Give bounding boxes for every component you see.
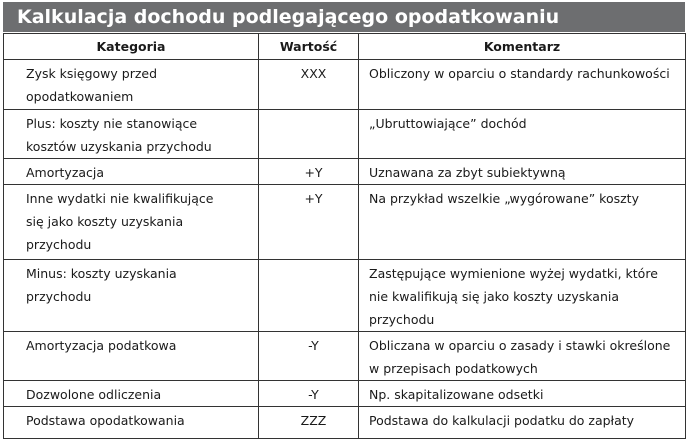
- table-row: Plus: koszty nie stanowiące kosztów uzys…: [3, 109, 686, 159]
- table-cell: Dozwolone odliczenia: [3, 380, 259, 407]
- table-row: Amortyzacja +Y Uznawana za zbyt subiektywn…: [3, 158, 686, 185]
- table-cell: +Y: [258, 184, 359, 260]
- table-cell: Na przykład wszelkie „wygórowane” koszty: [358, 184, 686, 260]
- table-cell: +Y: [258, 158, 359, 185]
- table-cell: Zastępujące wymienione wyżej wydatki, kt…: [358, 259, 686, 332]
- table-cell: Amortyzacja podatkowa: [3, 331, 259, 381]
- table-cell: [258, 259, 359, 332]
- table-cell: Plus: koszty nie stanowiące kosztów uzys…: [3, 109, 259, 159]
- table-cell: Zysk księgowy przed opodatkowaniem: [3, 59, 259, 110]
- column-header: Kategoria: [3, 33, 259, 60]
- table-cell: -Y: [258, 331, 359, 381]
- table-cell: Uznawana za zbyt subiektywną: [358, 158, 686, 185]
- table-row: Dozwolone odliczenia -Y Np. skapitalizowan…: [3, 380, 686, 407]
- table-row: Amortyzacja podatkowa -Y Obliczana w oparc…: [3, 331, 686, 381]
- table-body: Zysk księgowy przed opodatkowaniem XXX Obl…: [3, 59, 686, 439]
- table-cell: Amortyzacja: [3, 158, 259, 185]
- table-cell: Podstawa opodatkowania: [3, 406, 259, 439]
- table-cell: [258, 109, 359, 159]
- table-cell: ZZZ: [258, 406, 359, 439]
- table-row: Podstawa opodatkowania ZZZ Podstawa do kal…: [3, 406, 686, 439]
- table-row: Inne wydatki nie kwalifikujące się jako …: [3, 184, 686, 260]
- table-cell: -Y: [258, 380, 359, 407]
- table-cell: XXX: [258, 59, 359, 110]
- table-cell: Inne wydatki nie kwalifikujące się jako …: [3, 184, 259, 260]
- title-bar: Kalkulacja dochodu podlegającego opodatk…: [3, 2, 685, 32]
- table-cell: Obliczana w oparciu o zasady i stawki ok…: [358, 331, 686, 381]
- column-header: Wartość: [258, 33, 359, 60]
- table-cell: „Ubruttowiające” dochód: [358, 109, 686, 159]
- column-header: Komentarz: [358, 33, 686, 60]
- table-row: Zysk księgowy przed opodatkowaniem XXX Obl…: [3, 59, 686, 110]
- tax-table: Kategoria Wartość Komentarz Zysk księgowy …: [3, 33, 686, 439]
- table-row: Minus: koszty uzyskania przychodu Zastępu…: [3, 259, 686, 332]
- table-cell: Minus: koszty uzyskania przychodu: [3, 259, 259, 332]
- table-cell: Obliczony w oparciu o standardy rachunko…: [358, 59, 686, 110]
- table-cell: Np. skapitalizowane odsetki: [358, 380, 686, 407]
- table-cell: Podstawa do kalkulacji podatku do zapłat…: [358, 406, 686, 439]
- header-row: Kategoria Wartość Komentarz: [3, 33, 686, 60]
